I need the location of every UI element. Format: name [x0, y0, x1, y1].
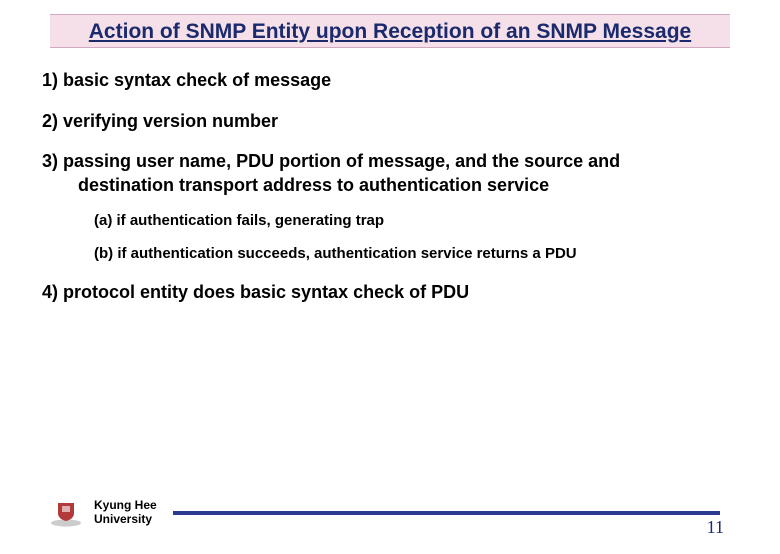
slide-title: Action of SNMP Entity upon Reception of …: [50, 19, 730, 45]
slide-footer: Kyung Hee University 11: [0, 490, 780, 536]
university-line2: University: [94, 512, 152, 526]
list-item: 1) basic syntax check of message: [42, 68, 738, 92]
sub-list-item: (b) if authentication succeeds, authenti…: [94, 244, 738, 264]
page-number: 11: [707, 517, 724, 538]
university-logo-icon: [48, 498, 84, 528]
slide-content: 1) basic syntax check of message 2) veri…: [0, 48, 780, 304]
university-name: Kyung Hee University: [94, 499, 157, 527]
university-line1: Kyung Hee: [94, 498, 157, 512]
list-item: 2) verifying version number: [42, 109, 738, 133]
list-item: 3) passing user name, PDU portion of mes…: [42, 149, 738, 264]
sub-list: (a) if authentication fails, generating …: [42, 211, 738, 264]
footer-divider: [173, 511, 720, 515]
list-item: 4) protocol entity does basic syntax che…: [42, 280, 738, 304]
list-item-line1: 3) passing user name, PDU portion of mes…: [42, 151, 620, 171]
slide-title-bar: Action of SNMP Entity upon Reception of …: [50, 14, 730, 48]
sub-list-item: (a) if authentication fails, generating …: [94, 211, 738, 231]
list-item-line2: destination transport address to authent…: [42, 175, 549, 195]
